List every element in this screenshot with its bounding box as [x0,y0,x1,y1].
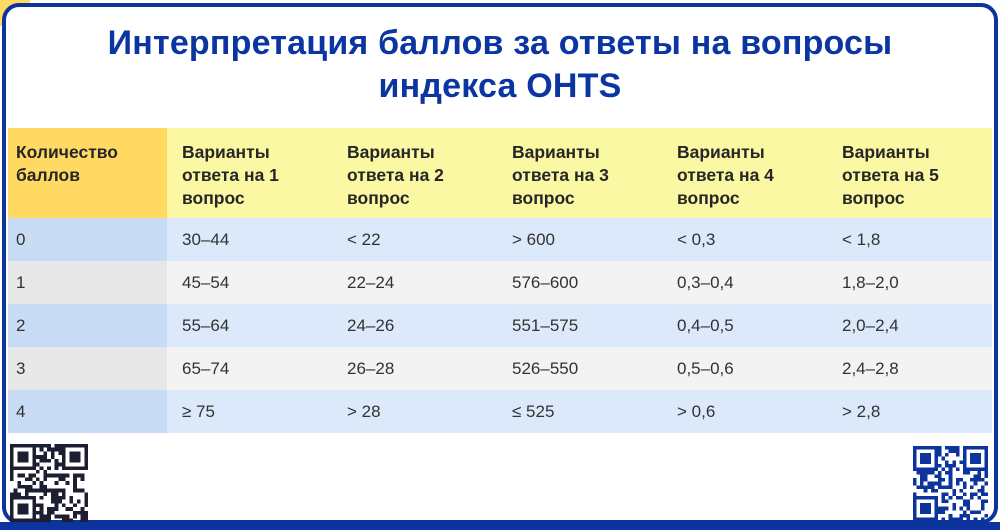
table-cell: ≤ 525 [497,390,662,433]
table-cell: 2,4–2,8 [827,347,992,390]
table-cell: 2 [8,304,167,347]
qr-code-icon [913,446,988,521]
page-title-line1: Интерпретация баллов за ответы на вопрос… [107,24,893,62]
table-cell: 0,4–0,5 [662,304,827,347]
table-cell: 22–24 [332,261,497,304]
table-cell: 45–54 [167,261,332,304]
table-cell: > 600 [497,218,662,261]
table-cell: 551–575 [497,304,662,347]
table-cell: 4 [8,390,167,433]
table-cell: 0,3–0,4 [662,261,827,304]
table-cell: < 1,8 [827,218,992,261]
column-header-q2: Варианты ответа на 2 вопрос [332,128,497,218]
table-cell: 65–74 [167,347,332,390]
table-cell: 0 [8,218,167,261]
table-cell: 526–550 [497,347,662,390]
table-cell: 3 [8,347,167,390]
column-header-score: Количество баллов [8,128,167,218]
table-cell: 55–64 [167,304,332,347]
table-cell: 576–600 [497,261,662,304]
table-cell: 0,5–0,6 [662,347,827,390]
table-cell: 30–44 [167,218,332,261]
table-cell: < 22 [332,218,497,261]
table-cell: 1 [8,261,167,304]
table-cell: < 0,3 [662,218,827,261]
table-cell: > 0,6 [662,390,827,433]
qr-code-icon [10,444,88,522]
column-header-q1: Варианты ответа на 1 вопрос [167,128,332,218]
column-header-q5: Варианты ответа на 5 вопрос [827,128,992,218]
page-title: Интерпретация баллов за ответы на вопрос… [0,22,1000,108]
bottom-accent-bar [0,522,1000,530]
table-cell: > 2,8 [827,390,992,433]
table-cell: 2,0–2,4 [827,304,992,347]
column-header-q4: Варианты ответа на 4 вопрос [662,128,827,218]
table-cell: 1,8–2,0 [827,261,992,304]
scores-table: Количество баллов Варианты ответа на 1 в… [8,128,992,433]
page-title-line2: индекса OHTS [378,66,622,105]
table-cell: 26–28 [332,347,497,390]
column-header-q3: Варианты ответа на 3 вопрос [497,128,662,218]
table-cell: 24–26 [332,304,497,347]
table-cell: > 28 [332,390,497,433]
table-cell: ≥ 75 [167,390,332,433]
